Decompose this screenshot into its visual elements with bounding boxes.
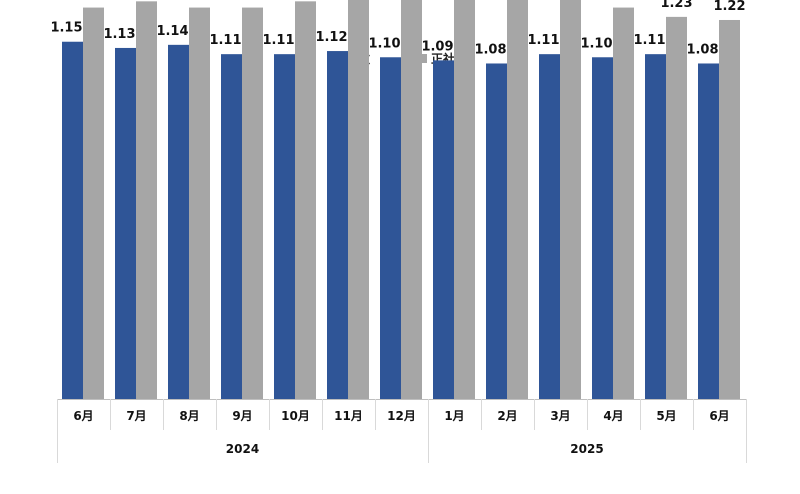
data-label-series-1-6: 1.12	[315, 30, 347, 45]
bar-series-1-3	[168, 44, 189, 400]
bar-series-2-13	[719, 19, 740, 400]
x-tick-label-4: 9月	[232, 409, 252, 423]
bar-series-1-12	[645, 54, 666, 399]
data-label-series-1-7: 1.10	[368, 36, 400, 51]
x-tick-label-11: 4月	[603, 409, 623, 423]
data-label-series-2-12: 1.23	[660, 0, 692, 11]
data-label-series-1-2: 1.13	[103, 27, 135, 42]
data-label-series-2-1: 1.26	[77, 0, 109, 2]
bar-series-1-11	[592, 57, 613, 400]
data-label-series-1-3: 1.14	[156, 24, 188, 39]
bar-series-1-13	[698, 63, 719, 399]
bar-series-1-8	[433, 60, 454, 400]
bar-series-2-12	[666, 16, 687, 399]
x-tick-label-5: 10月	[281, 409, 310, 423]
data-label-series-1-10: 1.11	[527, 33, 559, 48]
bar-series-2-8	[454, 0, 475, 400]
x-tick-label-3: 8月	[179, 409, 199, 423]
x-tick-label-1: 6月	[73, 409, 93, 423]
bar-series-1-7	[380, 57, 401, 400]
x-tick-label-9: 2月	[497, 409, 517, 423]
bar-series-2-11	[613, 7, 634, 400]
data-label-series-1-12: 1.11	[633, 33, 665, 48]
bar-series-1-5	[274, 54, 295, 399]
x-tick-label-8: 1月	[444, 409, 464, 423]
bar-series-1-1	[62, 41, 83, 399]
data-label-series-1-11: 1.10	[580, 36, 612, 51]
data-label-series-2-3: 1.26	[183, 0, 215, 2]
bar-series-2-6	[348, 0, 369, 400]
bar-series-1-6	[327, 51, 348, 399]
bar-series-1-9	[486, 63, 507, 399]
bar-series-2-1	[83, 7, 104, 400]
bar-series-1-2	[115, 47, 136, 400]
data-label-series-1-1: 1.15	[50, 21, 82, 36]
year-label-2: 2025	[570, 442, 603, 456]
x-tick-label-7: 12月	[387, 409, 416, 423]
bar-series-1-4	[221, 54, 242, 399]
bar-series-2-9	[507, 0, 528, 400]
bar-series-2-3	[189, 7, 210, 400]
data-label-series-1-4: 1.11	[209, 33, 241, 48]
year-label-1: 2024	[226, 442, 259, 456]
data-label-series-1-5: 1.11	[262, 33, 294, 48]
bar-series-2-7	[401, 0, 422, 400]
x-tick-label-6: 11月	[334, 409, 363, 423]
legend-swatch-series-2	[418, 54, 428, 63]
data-label-series-1-8: 1.09	[421, 39, 453, 54]
data-label-series-1-9: 1.08	[474, 42, 506, 57]
bar-series-2-2	[136, 1, 157, 399]
data-label-series-2-13: 1.22	[713, 0, 745, 14]
x-tick-label-12: 5月	[656, 409, 676, 423]
x-tick-label-2: 7月	[126, 409, 146, 423]
data-label-series-1-13: 1.08	[686, 42, 718, 57]
bar-series-1-10	[539, 54, 560, 399]
x-tick-label-10: 3月	[550, 409, 570, 423]
bar-series-2-4	[242, 7, 263, 400]
data-label-series-2-11: 1.26	[607, 0, 639, 2]
data-label-series-2-4: 1.26	[236, 0, 268, 2]
x-tick-label-13: 6月	[709, 409, 729, 423]
bar-series-2-5	[295, 1, 316, 399]
bar-series-2-10	[560, 0, 581, 399]
